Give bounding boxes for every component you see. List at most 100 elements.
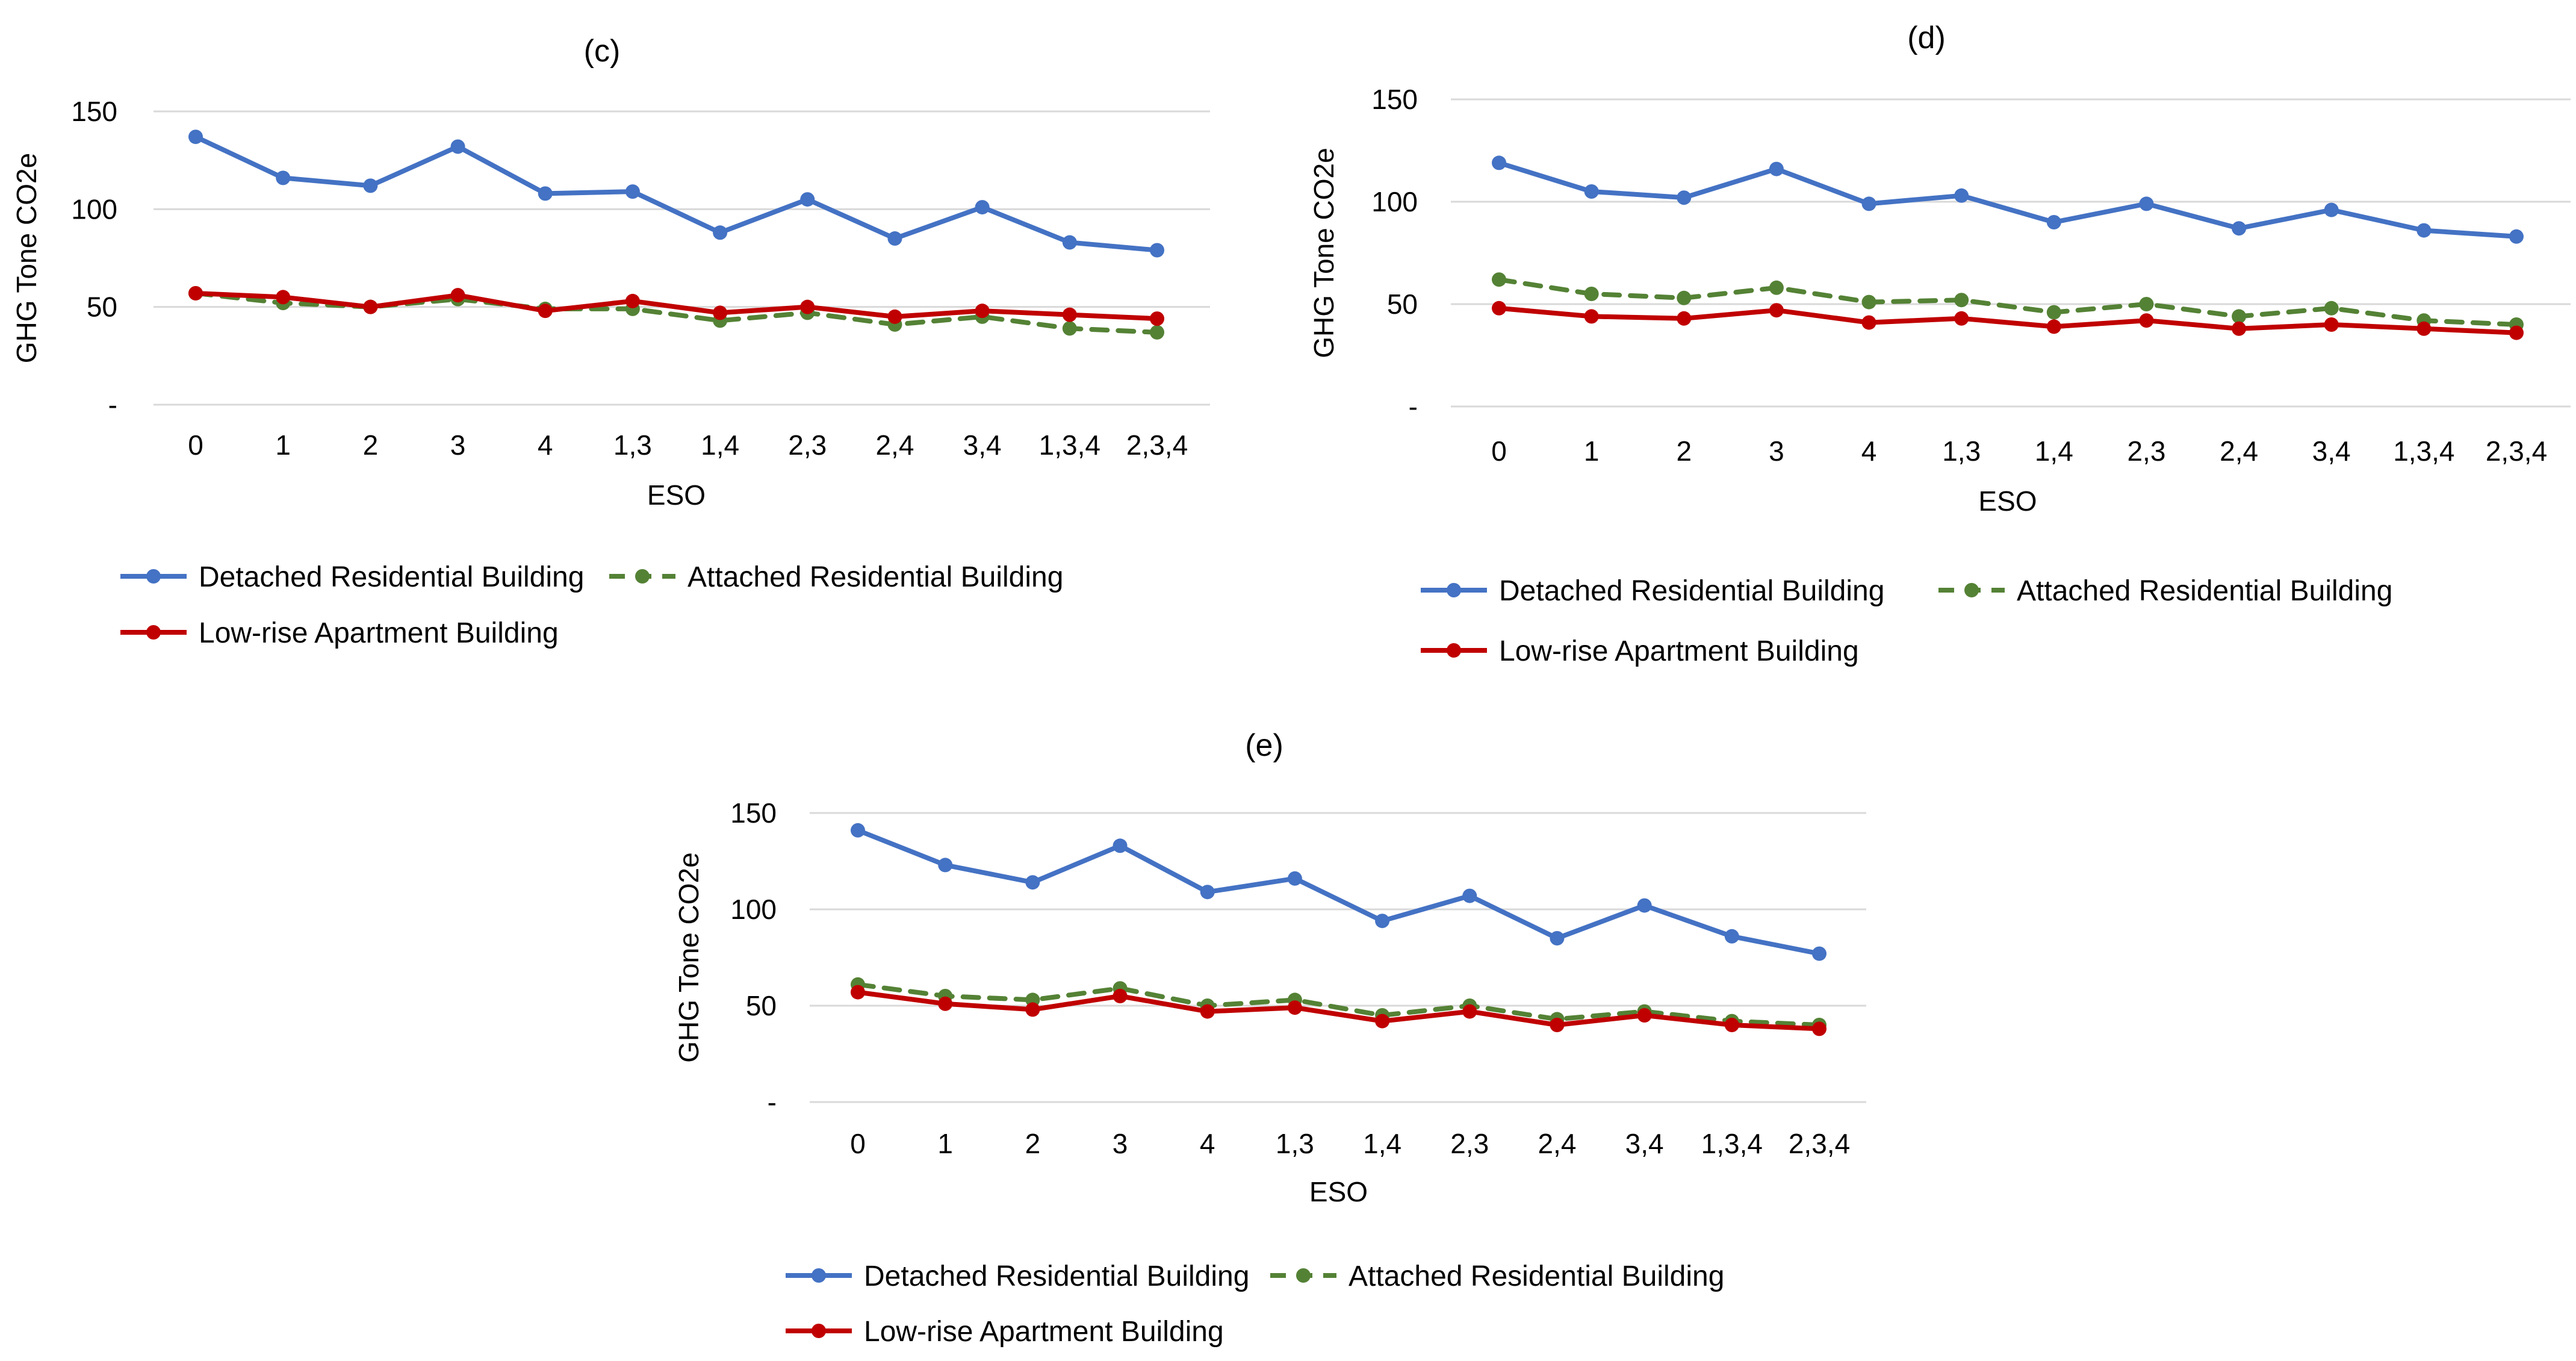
series-line (855, 989, 1822, 1032)
x-tick-label: 3,4 (963, 429, 1002, 461)
data-point (975, 304, 990, 319)
data-point (2232, 309, 2247, 324)
data-point (1954, 311, 1969, 326)
x-tick-label: 2,3 (1450, 1128, 1489, 1159)
data-point (1062, 321, 1077, 336)
y-tick-label: 50 (1387, 288, 1418, 320)
data-point (1861, 196, 1876, 211)
legend-label: Low-rise Apartment Building (199, 617, 559, 649)
data-point (2232, 321, 2247, 336)
data-point (1677, 190, 1692, 205)
data-point (1375, 1014, 1390, 1029)
chart-title: (e) (1245, 728, 1283, 763)
data-point (887, 231, 902, 246)
y-tick-label: 150 (71, 96, 117, 127)
data-point (188, 129, 203, 145)
data-point (851, 823, 865, 838)
data-point (1584, 184, 1599, 199)
data-point (2046, 305, 2061, 320)
data-point (1954, 188, 1969, 203)
data-point (276, 170, 291, 185)
x-tick-label: 4 (1200, 1128, 1215, 1159)
data-point (363, 299, 378, 314)
x-tick-label: 2,3 (2127, 435, 2165, 467)
data-point (1150, 311, 1164, 326)
data-point (2139, 196, 2154, 211)
data-point (1861, 315, 1876, 330)
x-tick-label: 1,3,4 (1039, 429, 1100, 461)
data-point (1812, 946, 1826, 961)
y-axis-label: GHG Tone CO2e (673, 852, 704, 1062)
data-point (713, 225, 728, 240)
data-point (1113, 838, 1128, 853)
data-point (1200, 885, 1215, 900)
legend-item: Detached Residential Building (786, 1260, 1249, 1292)
x-tick-label: 3 (1113, 1128, 1128, 1159)
legend-label: Attached Residential Building (1349, 1260, 1724, 1292)
legend-swatch-marker (1447, 643, 1461, 658)
x-tick-label: 1 (275, 429, 291, 461)
legend-swatch-marker (1296, 1268, 1311, 1283)
data-point (2232, 221, 2247, 236)
y-tick-label: 100 (1371, 186, 1418, 217)
data-point (1550, 931, 1565, 945)
data-point (1637, 1008, 1652, 1023)
y-tick-label: 100 (730, 894, 777, 925)
data-point (2324, 301, 2339, 316)
data-point (1724, 929, 1739, 944)
x-tick-label: 2 (363, 429, 379, 461)
data-point (938, 858, 953, 873)
data-point (1584, 309, 1599, 324)
x-tick-label: 2 (1676, 435, 1692, 467)
data-point (887, 309, 902, 324)
data-point (2509, 325, 2524, 340)
data-point (2139, 297, 2154, 311)
data-point (1287, 871, 1302, 886)
y-tick-label: - (768, 1086, 777, 1118)
data-point (1954, 293, 1969, 308)
data-point (1375, 914, 1390, 929)
data-point (975, 200, 990, 215)
data-point (1492, 301, 1506, 316)
series-line (855, 982, 1822, 1027)
data-point (2139, 313, 2154, 328)
data-point (450, 139, 465, 154)
data-point (2416, 223, 2432, 238)
legend-label: Low-rise Apartment Building (864, 1316, 1224, 1348)
data-point (1492, 155, 1506, 170)
data-point (363, 178, 378, 193)
x-tick-label: 2,4 (875, 429, 914, 461)
data-point (938, 996, 953, 1011)
data-point (1677, 290, 1692, 305)
data-point (2324, 202, 2339, 217)
series-line (855, 827, 1822, 956)
data-point (1550, 1018, 1565, 1032)
series-line (1497, 277, 2519, 327)
y-tick-label: 150 (1371, 84, 1418, 115)
x-tick-label: 0 (1491, 435, 1507, 467)
data-point (1062, 307, 1077, 322)
data-point (1861, 294, 1876, 310)
chart-1: (d) - 50 100 150 0 1 2 3 4 1,3 1,4 2,3 2,4 3,4 1,3,4 2,3… (1308, 20, 2571, 667)
x-tick-label: 1,4 (1363, 1128, 1401, 1159)
data-point (2324, 317, 2339, 332)
data-point (1677, 311, 1692, 326)
data-point (1769, 161, 1784, 176)
data-point (1769, 280, 1784, 295)
x-tick-label: 0 (850, 1128, 866, 1159)
legend-item: Detached Residential Building (1421, 575, 1884, 607)
x-tick-label: 2 (1025, 1128, 1041, 1159)
data-point (1025, 1002, 1040, 1017)
y-tick-label: - (1409, 391, 1418, 422)
x-tick-label: 1 (937, 1128, 953, 1159)
legend-item: Detached Residential Building (120, 561, 584, 593)
data-point (2416, 321, 2432, 336)
legend-item: Low-rise Apartment Building (1421, 635, 1859, 667)
legend-swatch-marker (812, 1324, 826, 1338)
data-point (1492, 272, 1506, 287)
legend-swatch-marker (146, 625, 161, 640)
x-tick-label: 4 (538, 429, 553, 461)
data-point (1724, 1018, 1739, 1032)
data-point (1062, 235, 1077, 250)
data-point (450, 288, 465, 303)
